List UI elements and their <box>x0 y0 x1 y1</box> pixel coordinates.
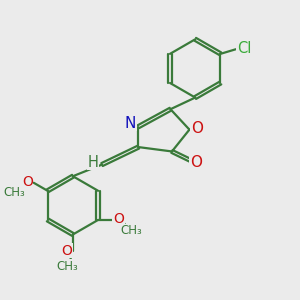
Text: O: O <box>190 155 202 170</box>
Text: O: O <box>61 244 72 257</box>
Text: O: O <box>22 175 33 189</box>
Text: CH₃: CH₃ <box>4 187 26 200</box>
Text: Cl: Cl <box>237 40 251 56</box>
Text: O: O <box>113 212 124 226</box>
Text: H: H <box>87 155 98 170</box>
Text: N: N <box>124 116 136 131</box>
Text: CH₃: CH₃ <box>57 260 79 273</box>
Text: CH₃: CH₃ <box>121 224 142 237</box>
Text: O: O <box>191 121 203 136</box>
